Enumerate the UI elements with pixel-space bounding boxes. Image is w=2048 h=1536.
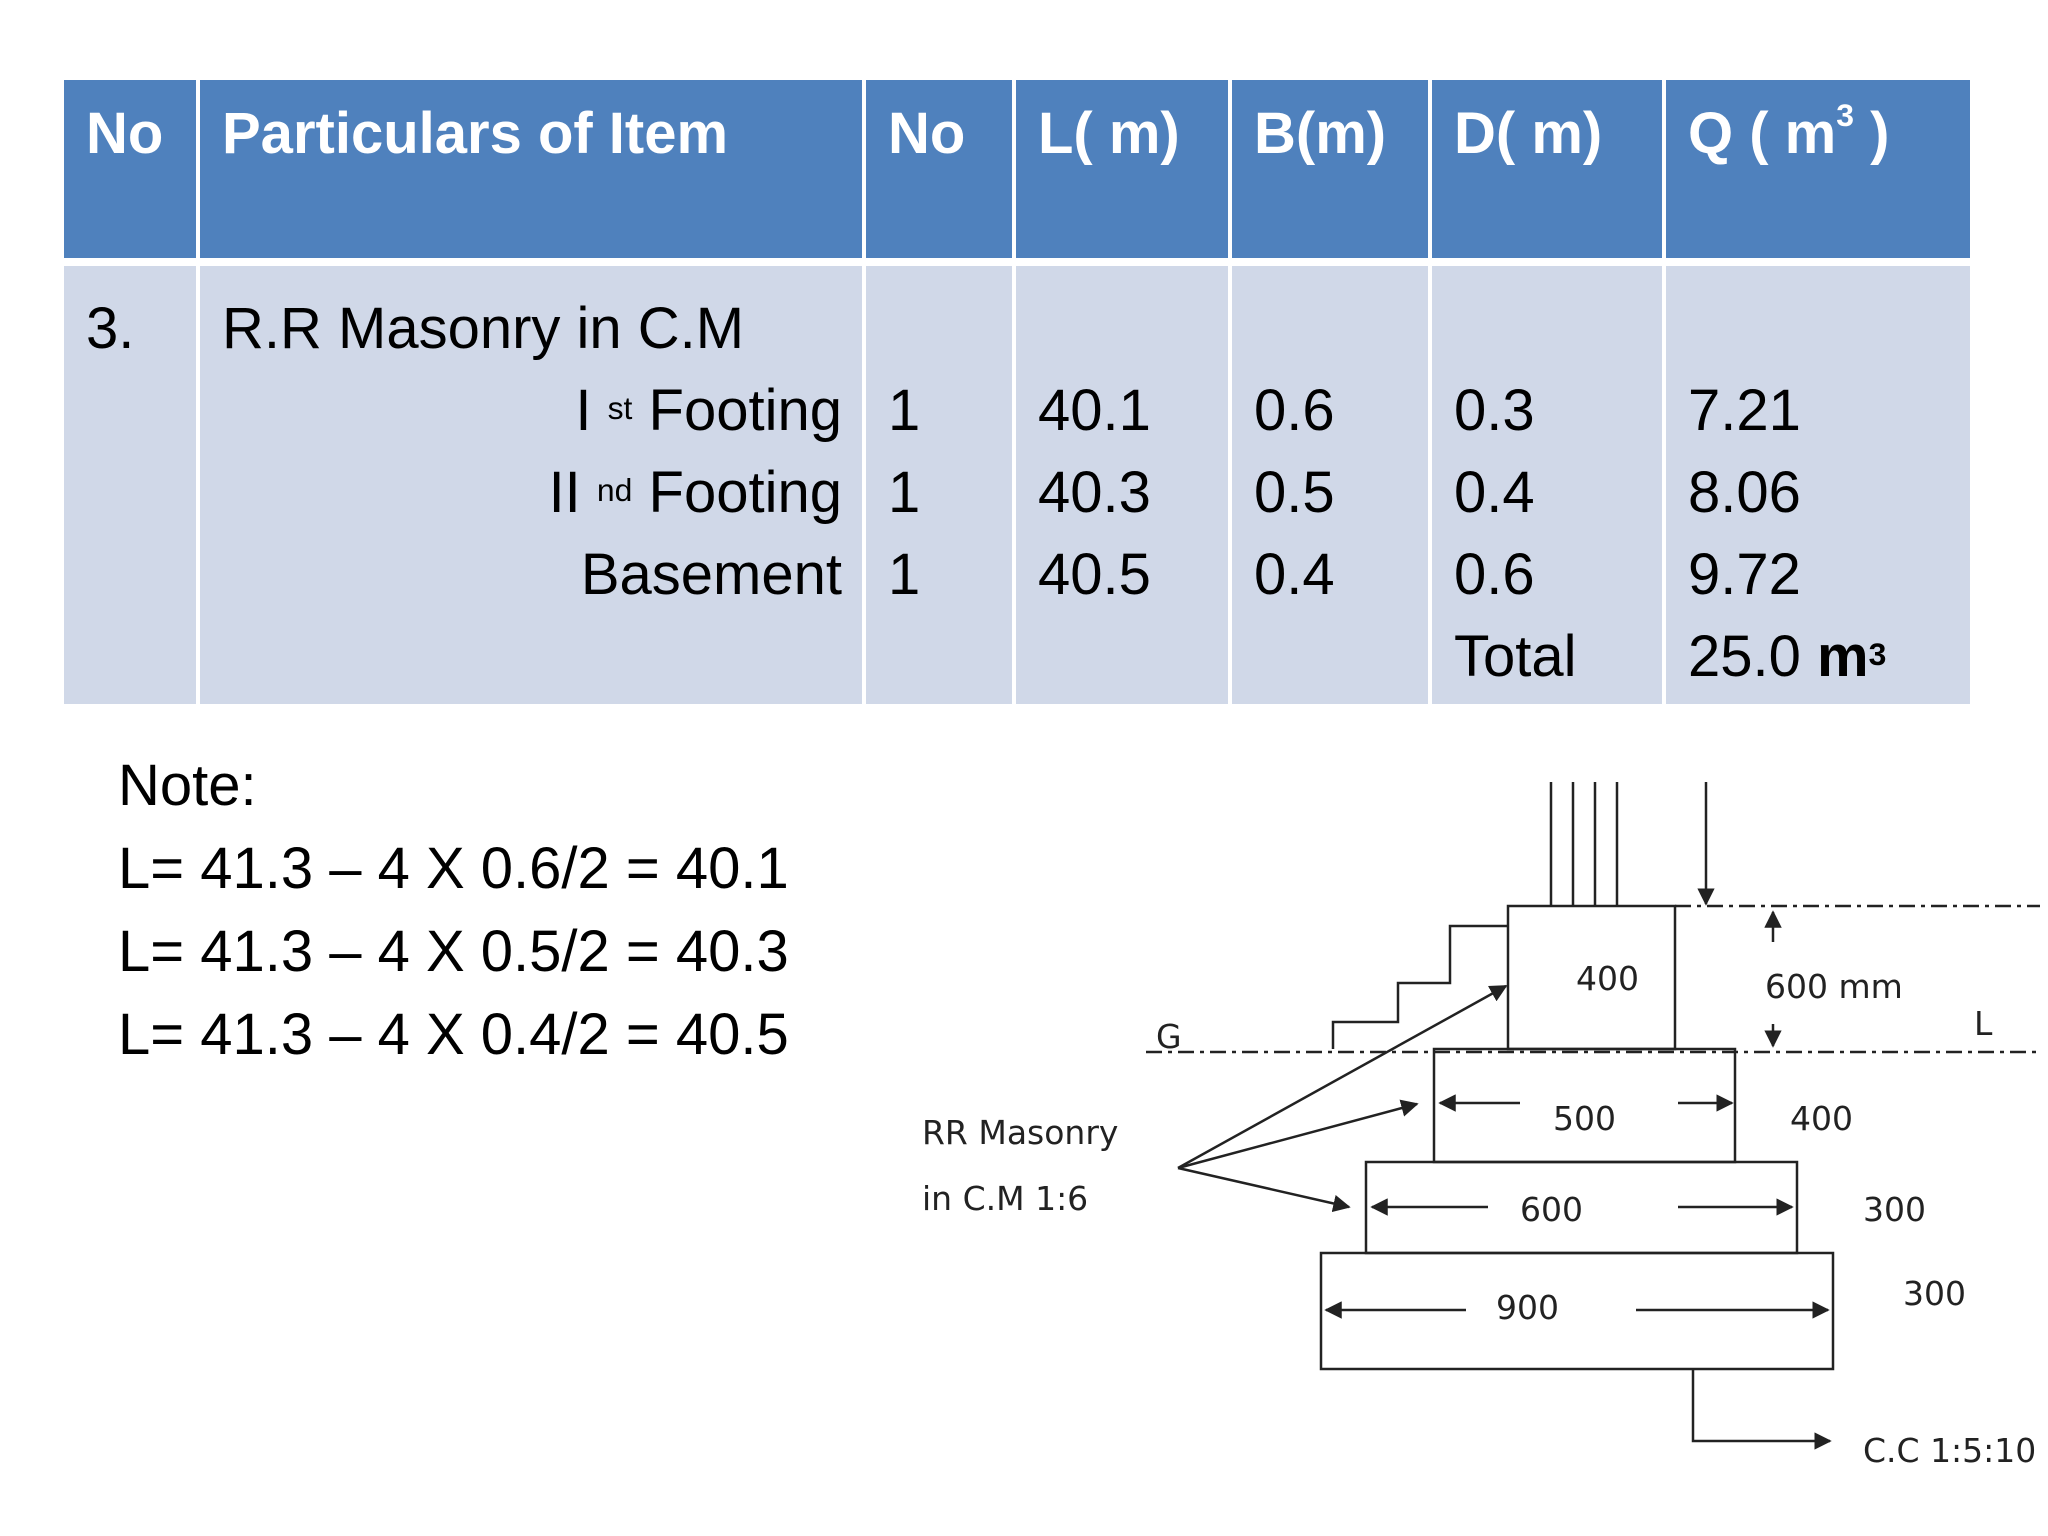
header-count: No — [864, 80, 1016, 266]
note-line: L= 41.3 – 4 X 0.5/2 = 40.3 — [118, 919, 789, 984]
label-400-top: 400 — [1576, 959, 1639, 998]
note-line: L= 41.3 – 4 X 0.4/2 = 40.5 — [118, 1002, 789, 1067]
header-depth: D( m) — [1430, 80, 1666, 266]
row-length: 40.1 40.3 40.5 — [1014, 262, 1232, 704]
estimate-table: No Particulars of Item No L( m) B(m) D( … — [64, 80, 1970, 704]
label-ground-g: G — [1156, 1017, 1182, 1056]
label-cc-bed: C.C 1:5:10 — [1863, 1431, 2036, 1470]
label-l: L — [1974, 1004, 1993, 1043]
second-footing-block — [1432, 1047, 1737, 1164]
note-block: Note: L= 41.3 – 4 X 0.6/2 = 40.1 L= 41.3… — [118, 744, 789, 1076]
label-500: 500 — [1553, 1099, 1616, 1138]
row-breadth: 0.6 0.5 0.4 — [1230, 262, 1432, 704]
item-title: R.R Masonry in C.M — [222, 296, 745, 361]
leader-arrow — [1177, 1099, 1419, 1170]
total-label: Total — [1454, 624, 1577, 689]
row-count: 1 1 1 — [864, 262, 1016, 704]
label-900: 900 — [1496, 1288, 1559, 1327]
row-particulars: R.R Masonry in C.M I st Footing II nd Fo… — [198, 262, 866, 704]
label-300-b: 300 — [1903, 1274, 1966, 1313]
cc-bed-block — [1319, 1251, 1835, 1371]
label-600: 600 — [1520, 1190, 1583, 1229]
header-breadth: B(m) — [1230, 80, 1432, 266]
note-line: L= 41.3 – 4 X 0.6/2 = 40.1 — [118, 836, 789, 901]
label-300-a: 300 — [1863, 1190, 1926, 1229]
steps — [1331, 924, 1508, 1049]
header-particulars: Particulars of Item — [198, 80, 866, 266]
sub-item-2nd-footing: II nd Footing — [548, 460, 842, 525]
leader-arrow — [1177, 1166, 1351, 1213]
note-title: Note: — [118, 753, 257, 818]
first-footing-block — [1364, 1160, 1799, 1255]
basement-block — [1506, 904, 1677, 1051]
row-quantity: 7.21 8.06 9.72 25.0 m3 — [1664, 262, 1970, 704]
header-no: No — [64, 80, 200, 266]
label-rr-masonry-mortar: in C.M 1:6 — [922, 1179, 1088, 1218]
label-rr-masonry: RR Masonry — [922, 1113, 1118, 1152]
label-400-right: 400 — [1790, 1099, 1853, 1138]
cc-leader-arrow — [1691, 1369, 1832, 1450]
row-no: 3. — [64, 262, 200, 704]
header-quantity: Q ( m3 ) — [1664, 80, 1970, 266]
sub-item-basement: Basement — [580, 542, 842, 607]
row-depth: 0.3 0.4 0.6 Total — [1430, 262, 1666, 704]
label-600mm: 600 mm — [1765, 967, 1903, 1006]
table-header-row: No Particulars of Item No L( m) B(m) D( … — [64, 80, 1970, 266]
table-row: 3. R.R Masonry in C.M I st Footing II nd… — [64, 262, 1970, 704]
header-length: L( m) — [1014, 80, 1232, 266]
total-value: 25.0 m3 — [1688, 624, 1887, 689]
sub-item-1st-footing: I st Footing — [575, 378, 842, 443]
leader-arrow — [1177, 984, 1508, 1170]
